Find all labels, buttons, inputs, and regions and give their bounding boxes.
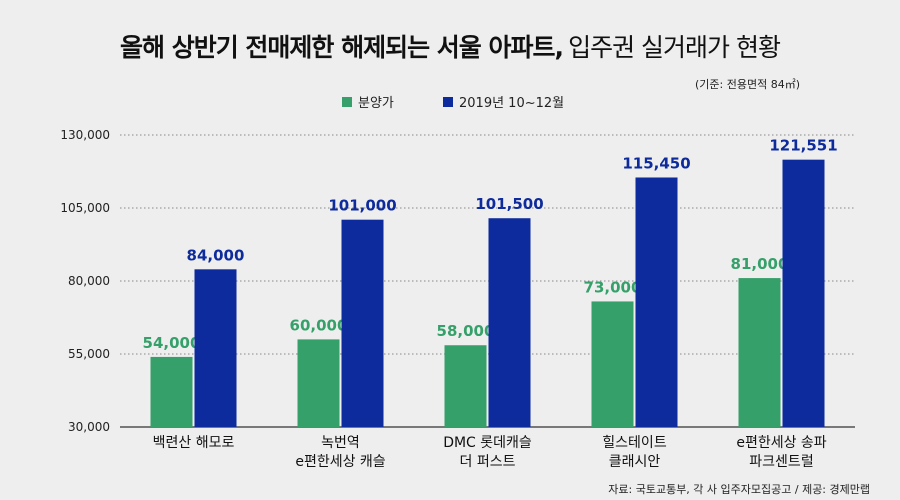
data-label: 54,000 [143, 334, 201, 352]
data-label: 115,450 [622, 154, 690, 172]
y-tick-label: 30,000 [68, 420, 110, 434]
chart-title-main: 올해 상반기 전매제한 해제되는 서울 아파트, [119, 33, 564, 62]
data-label: 121,551 [769, 137, 837, 155]
x-tick-label: e편한세상 캐슬 [295, 454, 385, 470]
bar [488, 218, 531, 427]
legend-swatch [443, 97, 453, 107]
x-tick-label: 파크센트럴 [749, 454, 813, 470]
x-tick-label: e편한세상 송파 [736, 435, 826, 451]
data-label: 58,000 [437, 322, 495, 340]
legend-label: 2019년 10~12월 [459, 96, 564, 111]
bar [444, 345, 487, 427]
bar [194, 269, 237, 427]
y-tick-label: 80,000 [68, 274, 110, 288]
bar [297, 339, 340, 427]
bar [341, 219, 384, 427]
source-note: 자료: 국토교통부, 각 사 입주자모집공고 / 제공: 경제만랩 [608, 483, 870, 496]
x-tick-label: 힐스테이트 [602, 435, 667, 451]
x-tick-label: 더 퍼스트 [460, 454, 516, 470]
x-tick-label: 클래시안 [609, 454, 661, 470]
legend-label: 분양가 [358, 96, 394, 111]
chart-title-sub: 입주권 실거래가 현황 [568, 33, 781, 62]
y-tick-label: 105,000 [60, 201, 110, 215]
data-label: 73,000 [584, 278, 642, 296]
y-tick-label: 130,000 [60, 128, 110, 142]
x-tick-label: DMC 롯데캐슬 [443, 435, 532, 451]
chart-title: 올해 상반기 전매제한 해제되는 서울 아파트, 입주권 실거래가 현황 [0, 28, 900, 64]
legend-swatch [342, 97, 352, 107]
data-label: 60,000 [290, 316, 348, 334]
bar [738, 278, 781, 427]
data-label: 84,000 [187, 246, 245, 264]
bar [150, 356, 193, 427]
data-label: 81,000 [731, 255, 789, 273]
data-label: 101,000 [328, 197, 396, 215]
data-label: 101,500 [475, 195, 543, 213]
unit-note: (기준: 전용면적 84㎡) [695, 78, 800, 91]
bar [635, 177, 678, 427]
x-tick-label: 백련산 해모로 [153, 435, 235, 451]
bar [782, 159, 825, 427]
y-tick-label: 55,000 [68, 347, 110, 361]
bar [591, 301, 634, 427]
x-tick-label: 녹번역 [321, 435, 360, 451]
